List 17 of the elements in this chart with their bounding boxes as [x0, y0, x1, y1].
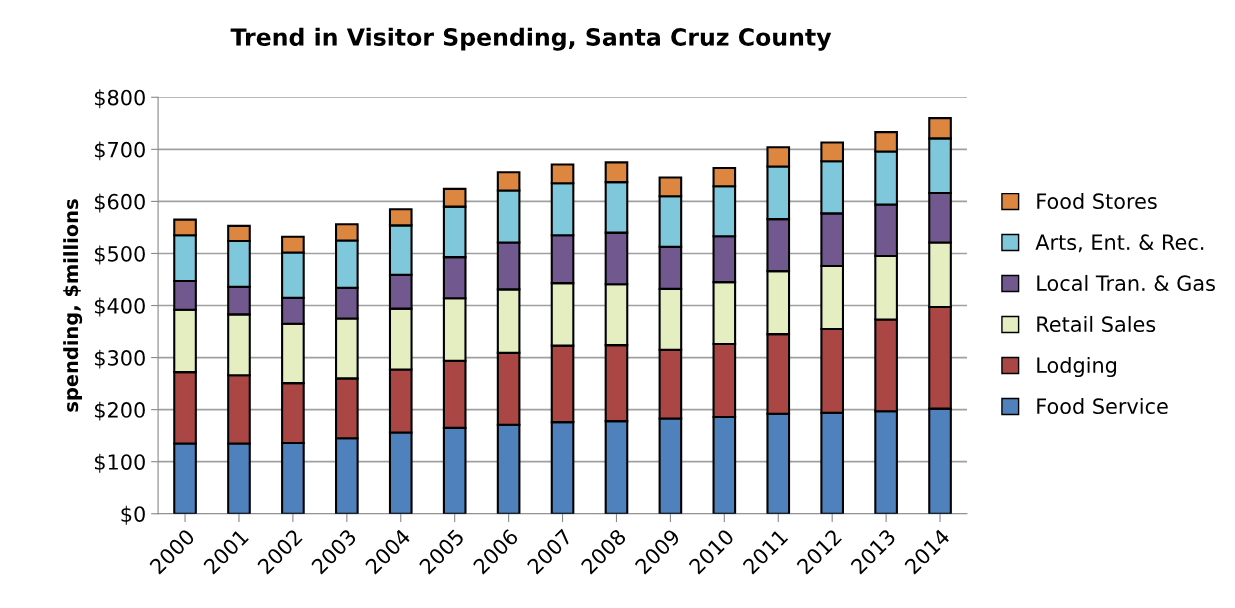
y-tick-label: $100	[94, 453, 145, 473]
y-tick-label: $400	[94, 297, 145, 317]
legend-label: Food Service	[1037, 397, 1168, 415]
y-tick-label: $500	[94, 245, 145, 265]
legend-label: Retail Sales	[1037, 315, 1156, 333]
y-tick-label: $300	[94, 349, 145, 369]
y-tick-label: $0	[121, 505, 145, 525]
y-tick-label: $700	[94, 141, 145, 161]
y-tick-label: $600	[94, 193, 145, 213]
y-axis-title: spending, $millions	[63, 199, 83, 412]
y-tick-label: $800	[94, 89, 145, 109]
legend-label: Arts, Ent. & Rec.	[1035, 234, 1204, 253]
legend-label: Local Tran. & Gas	[1037, 274, 1215, 292]
y-tick-label: $200	[94, 401, 145, 421]
legend-label: Lodging	[1037, 356, 1117, 378]
chart-title: Trend in Visitor Spending, Santa Cruz County	[230, 27, 832, 51]
legend-label: Food Stores	[1037, 192, 1157, 210]
